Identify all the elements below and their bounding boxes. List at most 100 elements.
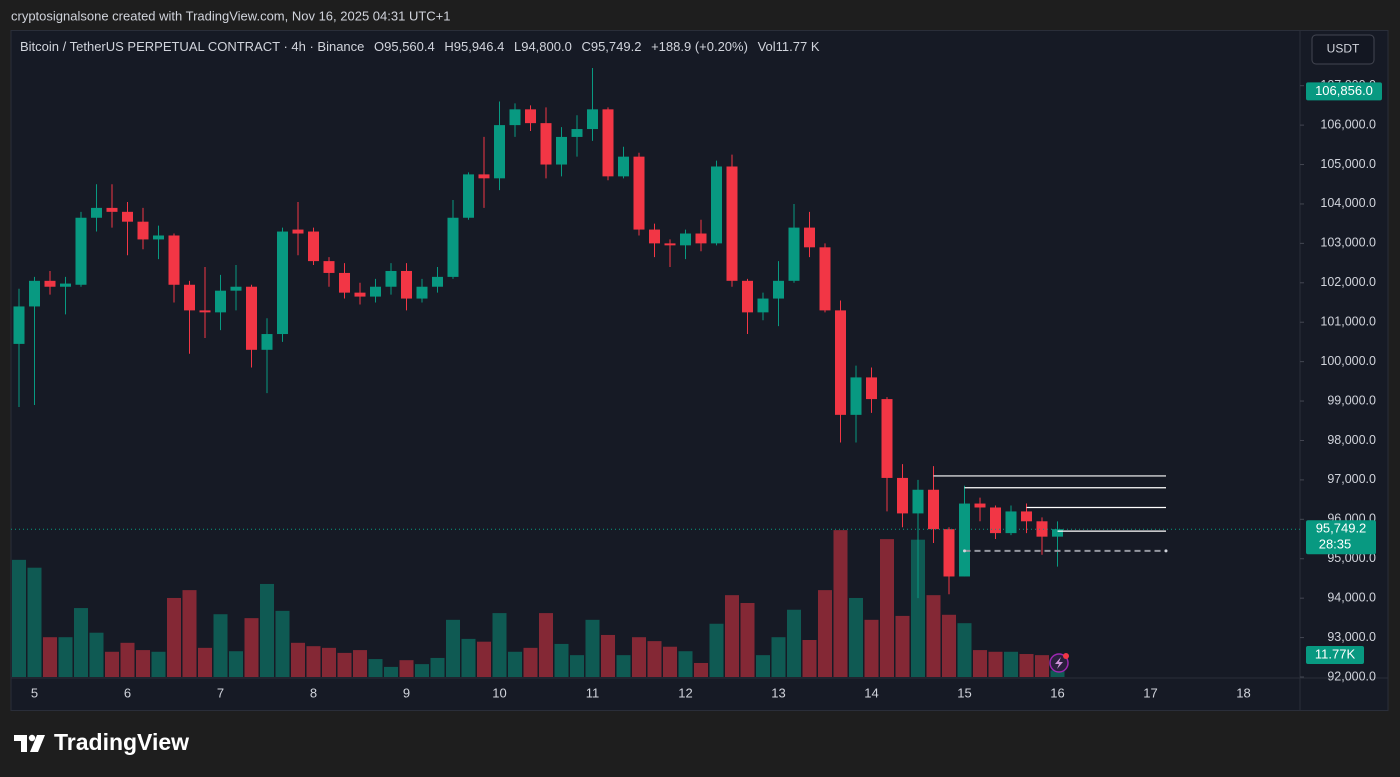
candle-body <box>711 166 722 244</box>
volume-bar <box>771 637 786 677</box>
logo-mark <box>30 735 45 752</box>
volume-bar <box>384 666 398 677</box>
volume-bar <box>539 613 553 677</box>
y-tick-label: 99,000.0 <box>1327 393 1376 407</box>
x-tick-label: 13 <box>771 685 785 700</box>
volume-bar <box>27 567 42 677</box>
volume-bar <box>849 597 863 677</box>
candle-body <box>664 243 676 246</box>
volume-bar <box>880 539 894 677</box>
brand-logo <box>14 734 45 752</box>
candle-body <box>184 284 195 311</box>
alert-dot[interactable] <box>1063 653 1069 659</box>
candle-body <box>60 283 71 287</box>
volume-bar <box>725 595 739 677</box>
volume-bar <box>1050 670 1065 677</box>
candle-body <box>494 125 505 179</box>
candle-body <box>540 123 552 165</box>
candle-body <box>928 489 939 530</box>
y-tick-label: 98,000.0 <box>1327 433 1376 447</box>
chart-pane <box>10 30 1389 711</box>
x-tick-label: 18 <box>1236 685 1250 700</box>
volume-bar <box>864 619 879 677</box>
candle-body <box>432 276 443 287</box>
volume-bar <box>973 650 987 677</box>
alert-bolt[interactable] <box>1055 657 1063 669</box>
candle-body <box>29 280 40 307</box>
x-tick-label: 6 <box>124 685 131 700</box>
volume-bar <box>647 641 662 677</box>
candle-body <box>308 231 319 262</box>
volume-bar <box>182 590 197 677</box>
candle-body <box>835 310 846 415</box>
logo-mark <box>28 734 36 742</box>
volume-bar <box>430 657 445 677</box>
candle-body <box>804 227 815 248</box>
price-label: 106,856.0 <box>1315 83 1373 98</box>
volume-label: 11.77K <box>1315 646 1356 661</box>
plot-area <box>12 67 1168 677</box>
candle-body <box>122 211 133 222</box>
x-tick-label: 10 <box>492 685 506 700</box>
volume-bar <box>74 608 88 677</box>
candle-body <box>974 503 986 508</box>
candle-body <box>525 109 536 124</box>
logo-mark <box>14 735 27 752</box>
volume-bar <box>818 590 832 677</box>
legend-item: L94,800.0 <box>514 39 572 54</box>
candle-body <box>1021 511 1032 522</box>
countdown-label: 28:35 <box>1319 537 1352 552</box>
alert-icon[interactable] <box>1049 653 1069 673</box>
candle-body <box>943 529 955 577</box>
candle-body <box>199 310 211 313</box>
volume-bar <box>477 641 491 677</box>
volume-bar <box>492 613 507 677</box>
candle-body <box>13 306 25 344</box>
legend: Bitcoin / TetherUS PERPETUAL CONTRACT · … <box>20 39 820 54</box>
volume-bar <box>120 642 135 677</box>
volume-bar <box>957 623 972 677</box>
volume-bar <box>911 539 925 677</box>
volume-bar <box>167 597 181 677</box>
volume-bar <box>353 650 367 677</box>
legend-item: H95,946.4 <box>444 39 504 54</box>
volume-bar <box>415 664 429 677</box>
volume-bar <box>12 559 26 677</box>
candle-body <box>323 261 335 273</box>
y-tick-label: 102,000.0 <box>1320 275 1376 289</box>
candle-body <box>866 377 877 400</box>
volume-bar <box>523 647 538 677</box>
candle-body <box>292 229 304 234</box>
volume-bar <box>89 632 104 677</box>
volume-bar <box>105 651 119 677</box>
x-tick-label: 8 <box>310 685 317 700</box>
candle-body <box>370 286 381 297</box>
candle-body <box>618 156 629 177</box>
candle-body <box>153 235 164 240</box>
volume-bar <box>291 642 305 677</box>
candle-body <box>773 280 784 299</box>
y-tick-label: 104,000.0 <box>1320 196 1376 210</box>
volume-bar <box>554 643 569 677</box>
volume-bar <box>58 637 73 677</box>
candle-body <box>602 109 614 177</box>
volume-bar <box>678 651 693 677</box>
candle-body <box>556 136 567 165</box>
volume-bar <box>43 637 57 677</box>
y-tick-label: 94,000.0 <box>1327 590 1376 604</box>
volume-bar <box>229 651 243 677</box>
candle-body <box>168 235 180 285</box>
currency-button[interactable] <box>1311 34 1375 65</box>
candle-body <box>230 286 242 291</box>
candle-body <box>75 217 87 285</box>
candle-body <box>912 489 924 514</box>
last-price-box <box>1306 520 1376 555</box>
y-tick-label: 103,000.0 <box>1320 236 1376 250</box>
y-tick-label: 93,000.0 <box>1327 630 1376 644</box>
y-tick-label: 101,000.0 <box>1320 315 1376 329</box>
candle-body <box>695 233 707 244</box>
y-tick-label: 97,000.0 <box>1327 472 1376 486</box>
candle-body <box>509 109 521 126</box>
price-label-box <box>1306 82 1382 101</box>
currency-button-label[interactable]: USDT <box>1327 42 1360 56</box>
